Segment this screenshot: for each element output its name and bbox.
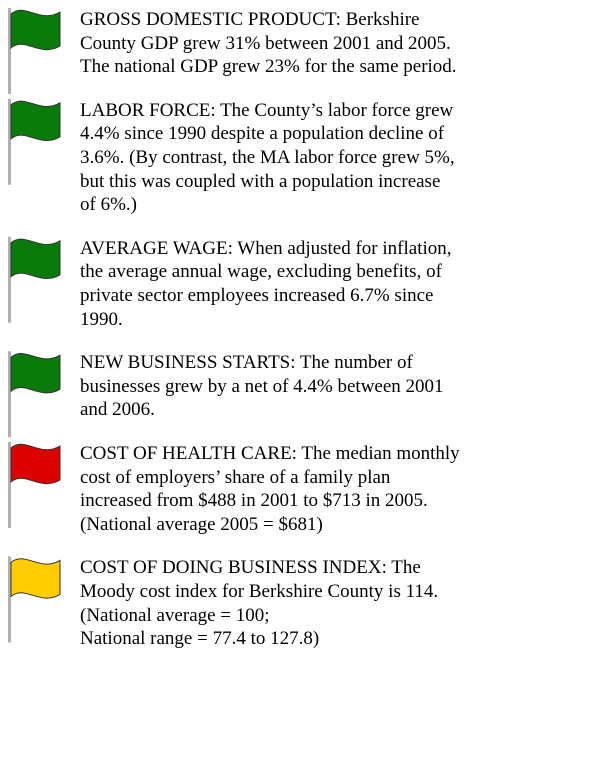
text-line: COST OF DOING BUSINESS INDEX: The [80,557,421,579]
text-line: COST OF HEALTH CARE: The median monthly [80,443,460,464]
flag-pole [8,556,11,643]
text-line: 4.4% since 1990 despite a population dec… [80,123,445,145]
text-line: businesses grew by a net of 4.4% between… [80,375,444,397]
text-line: NEW BUSINESS STARTS: The number of [80,352,413,374]
flag [10,352,61,394]
flag-pole [8,351,11,438]
text-line: GROSS DOMESTIC PRODUCT: Berkshire [80,9,420,30]
text-line: LABOR FORCE: The County’s labor force gr… [80,99,454,121]
text-line: but this was coupled with a population i… [80,170,441,192]
flag-pole [8,8,11,94]
text-line: County GDP grew 31% between 2001 and 200… [80,32,451,54]
text-line: AVERAGE WAGE: When adjusted for inflatio… [80,237,452,259]
text-line: Moody cost index for Berkshire County is… [80,581,439,602]
flag [10,9,61,51]
text-line: The national GDP grew 23% for the same p… [80,56,457,78]
text-line: increased from $488 in 2001 to $713 in 2… [80,490,428,512]
text-line: (National average 2005 = $681) [80,513,323,535]
text-line: 3.6%. (By contrast, the MA labor force g… [80,147,455,168]
text-line: cost of employers’ share of a family pla… [80,466,391,488]
flag-pole [8,236,11,323]
flag [10,238,61,280]
text-line: the average annual wage, excluding benef… [80,261,442,283]
text-line: of 6%.) [80,194,137,216]
flag [10,100,61,142]
flag [10,443,61,485]
flag [10,558,61,599]
text-line: (National average = 100; [80,604,270,626]
text-line: 1990. [80,308,123,330]
flag-pole [8,442,11,528]
text-line: and 2006. [80,399,155,421]
text-line: National range = 77.4 to 127.8) [80,628,320,650]
text-line: private sector employees increased 6.7% … [80,285,434,306]
flag-pole [8,98,11,185]
